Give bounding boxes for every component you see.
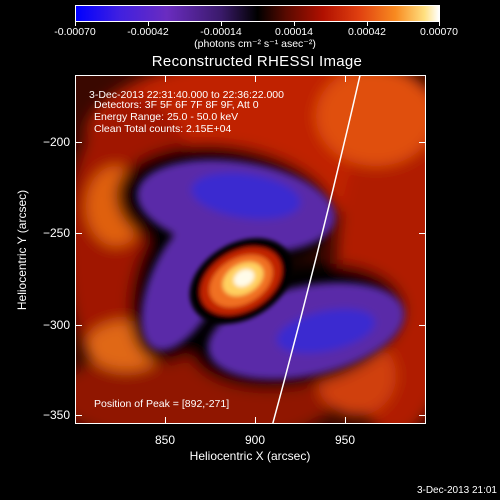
x-tick-label: 950: [334, 433, 356, 447]
x-tick-label: 900: [244, 433, 266, 447]
y-tick-label: −350: [42, 408, 70, 422]
colorbar-tick: [294, 21, 295, 26]
detectors-text: Detectors: 3F 5F 6F 7F 8F 9F, Att 0: [94, 99, 259, 111]
y-tick: [75, 142, 82, 143]
x-tick: [255, 75, 256, 82]
peak-position-text: Position of Peak = [892,-271]: [94, 398, 230, 410]
image-plot: 3-Dec-2013 22:31:40.000 to 22:36:22.000 …: [75, 75, 426, 424]
colorbar-tick: [367, 21, 368, 26]
y-tick-label: −300: [42, 318, 70, 332]
y-tick: [419, 142, 426, 143]
x-tick: [345, 417, 346, 424]
y-tick-label: −250: [42, 226, 70, 240]
colorbar-label: -0.00070: [54, 26, 96, 38]
y-tick-label: −200: [42, 135, 70, 149]
clean-counts-text: Clean Total counts: 2.15E+04: [94, 123, 232, 135]
colorbar-tick: [148, 21, 149, 26]
x-tick-label: 850: [154, 433, 176, 447]
x-tick: [345, 75, 346, 82]
y-tick: [75, 325, 82, 326]
colorbar: [75, 5, 440, 22]
image-title: Reconstructed RHESSI Image: [151, 53, 363, 70]
x-tick: [255, 417, 256, 424]
colorbar-tick: [439, 21, 440, 26]
colorbar-tick: [75, 21, 76, 26]
y-tick: [419, 415, 426, 416]
colorbar-label: 0.00070: [420, 26, 458, 38]
y-tick: [75, 233, 82, 234]
energy-range-text: Energy Range: 25.0 - 50.0 keV: [94, 111, 239, 123]
colorbar-unit: (photons cm⁻² s⁻¹ asec⁻²): [194, 38, 316, 50]
y-tick: [75, 415, 82, 416]
colorbar-label: 0.00042: [348, 26, 386, 38]
colorbar-label: 0.00014: [275, 26, 313, 38]
x-tick: [165, 417, 166, 424]
colorbar-label: -0.00014: [200, 26, 242, 38]
solar-limb-line: [272, 76, 361, 423]
x-axis-label: Heliocentric X (arcsec): [189, 449, 311, 463]
time-range-text: 3-Dec-2013 22:31:40.000 to 22:36:22.000: [89, 89, 284, 101]
colorbar-tick: [221, 21, 222, 26]
y-tick: [419, 325, 426, 326]
y-tick: [419, 233, 426, 234]
y-axis-label: Heliocentric Y (arcsec): [15, 189, 29, 311]
x-tick: [165, 75, 166, 82]
rhessi-image: [76, 76, 425, 423]
timestamp: 3-Dec-2013 21:01: [416, 485, 497, 496]
colorbar-label: -0.00042: [127, 26, 169, 38]
